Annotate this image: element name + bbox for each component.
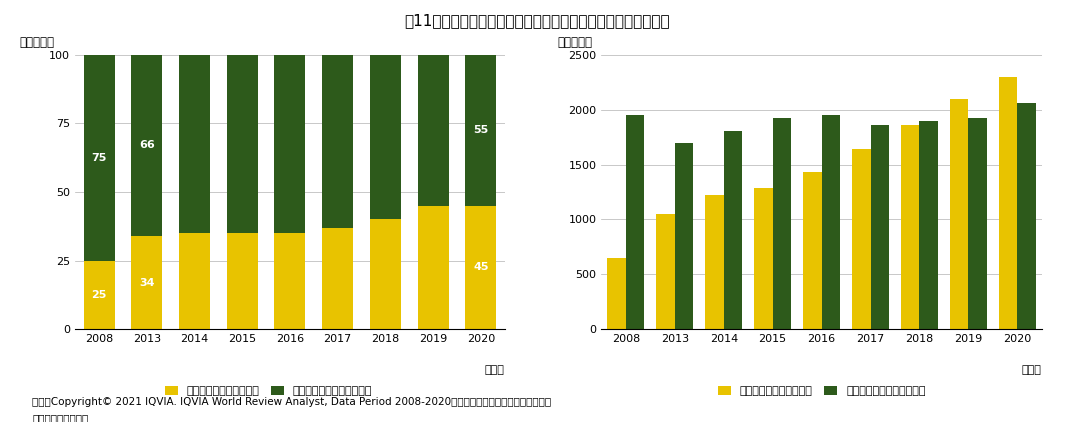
Legend: バイオ医薬品（品目数）, 化学合成医薬品（品目数）: バイオ医薬品（品目数）, 化学合成医薬品（品目数） (160, 381, 377, 400)
Bar (227, 233, 258, 329)
Bar (871, 125, 889, 329)
Bar (852, 149, 871, 329)
Legend: バイオ医薬品（売上高）, 化学合成医薬品（売上高）: バイオ医薬品（売上高）, 化学合成医薬品（売上高） (713, 381, 930, 400)
Bar (227, 55, 258, 233)
Bar (674, 143, 694, 329)
Bar (901, 125, 919, 329)
Bar (418, 55, 449, 206)
Bar (465, 55, 496, 206)
Bar (949, 99, 969, 329)
Bar (465, 206, 496, 329)
Bar (131, 236, 162, 329)
Text: 34: 34 (139, 278, 155, 287)
Bar (84, 260, 115, 329)
Text: 45: 45 (474, 262, 489, 273)
Text: 図11　上位品目の技術分類別推移（左：品目数；右：売上高）: 図11 上位品目の技術分類別推移（左：品目数；右：売上高） (404, 13, 670, 28)
Bar (322, 55, 353, 228)
Bar (656, 214, 674, 329)
Bar (322, 228, 353, 329)
Bar (626, 115, 644, 329)
Text: 25: 25 (91, 290, 106, 300)
Text: 出所：Copyright© 2021 IQVIA. IQVIA World Review Analyst, Data Period 2008-2020をもとに医: 出所：Copyright© 2021 IQVIA. IQVIA World Re… (32, 397, 551, 407)
Bar (999, 77, 1017, 329)
Bar (706, 195, 724, 329)
Bar (179, 55, 211, 233)
Bar (1017, 103, 1036, 329)
Text: 75: 75 (91, 153, 106, 163)
Text: （品目数）: （品目数） (19, 36, 55, 49)
Bar (822, 115, 840, 329)
Bar (919, 121, 938, 329)
Text: 55: 55 (474, 125, 489, 135)
Bar (607, 258, 626, 329)
Bar (275, 55, 305, 233)
Bar (803, 172, 822, 329)
Bar (131, 55, 162, 236)
Bar (418, 206, 449, 329)
Text: （年）: （年） (484, 365, 505, 375)
Bar (772, 119, 792, 329)
Text: 成（無断転載禁止）: 成（無断転載禁止） (32, 414, 88, 422)
Bar (275, 233, 305, 329)
Bar (754, 188, 772, 329)
Text: （億ドル）: （億ドル） (557, 36, 593, 49)
Bar (369, 219, 401, 329)
Text: 66: 66 (139, 141, 155, 150)
Bar (969, 119, 987, 329)
Bar (724, 130, 742, 329)
Bar (369, 55, 401, 219)
Bar (84, 55, 115, 260)
Text: （年）: （年） (1021, 365, 1042, 375)
Bar (179, 233, 211, 329)
